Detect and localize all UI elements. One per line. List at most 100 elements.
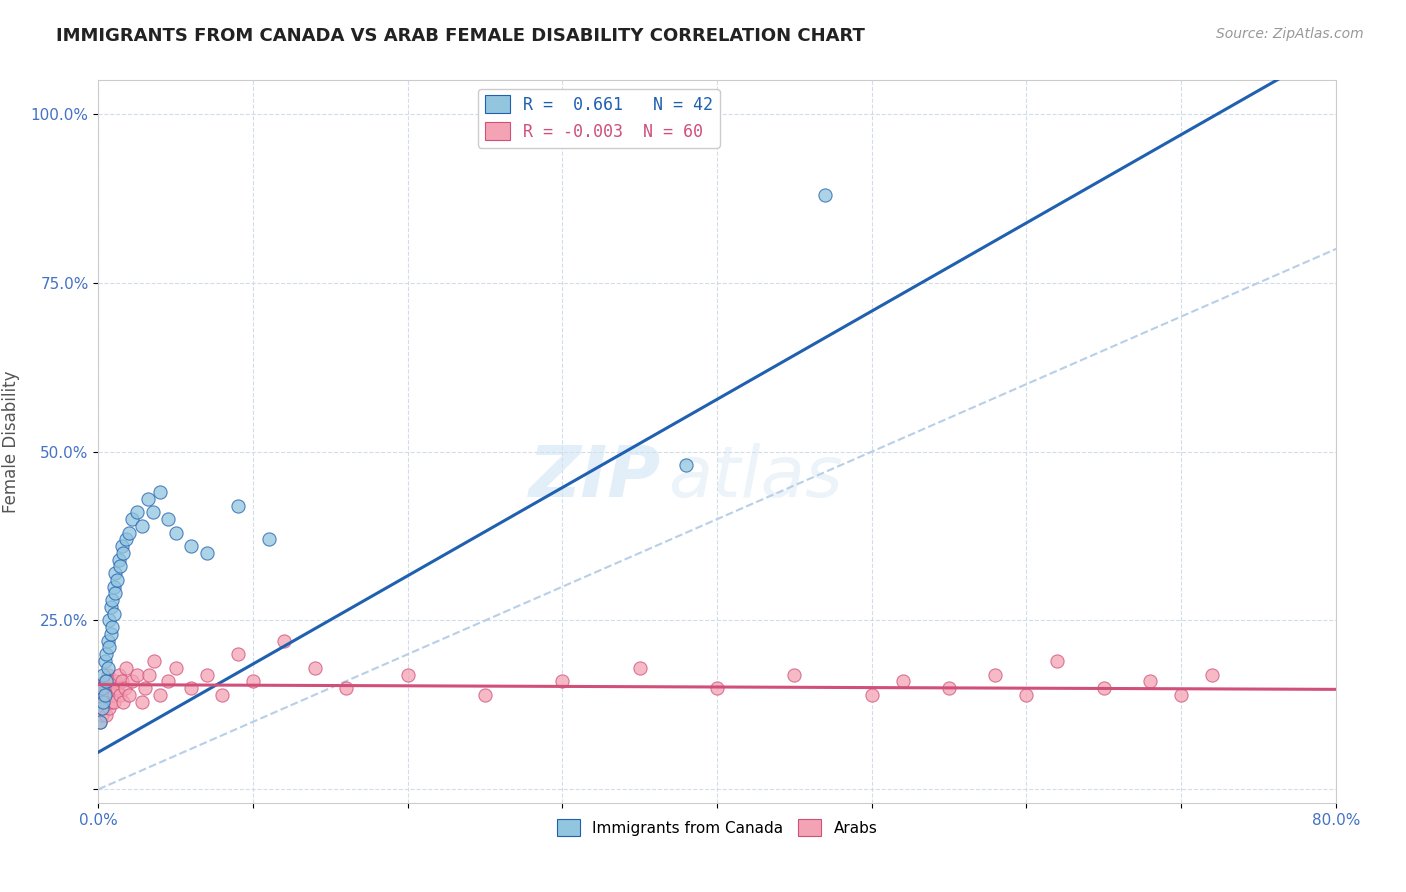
Point <box>860 688 883 702</box>
Point <box>93 674 115 689</box>
Point <box>89 714 111 729</box>
Point <box>165 525 187 540</box>
Point <box>118 688 141 702</box>
Point <box>90 681 112 695</box>
Point <box>675 458 697 472</box>
Point <box>195 546 218 560</box>
Point <box>814 188 837 202</box>
Point <box>96 674 118 689</box>
Point <box>111 539 132 553</box>
Point <box>396 667 419 681</box>
Point <box>127 667 149 681</box>
Point <box>121 512 143 526</box>
Point <box>628 661 651 675</box>
Text: atlas: atlas <box>668 443 842 512</box>
Text: ZIP: ZIP <box>529 443 661 512</box>
Point <box>93 654 115 668</box>
Point <box>104 586 127 600</box>
Point <box>121 674 143 689</box>
Point <box>706 681 728 695</box>
Point <box>474 688 496 702</box>
Point <box>90 701 112 715</box>
Point <box>97 661 120 675</box>
Point <box>103 694 125 708</box>
Point <box>195 667 218 681</box>
Point <box>91 701 114 715</box>
Point <box>98 640 121 655</box>
Point <box>1170 688 1192 702</box>
Point <box>1201 667 1223 681</box>
Point <box>108 688 131 702</box>
Point <box>131 694 153 708</box>
Point <box>304 661 326 675</box>
Point <box>101 593 124 607</box>
Y-axis label: Female Disability: Female Disability <box>1 370 20 513</box>
Point <box>1139 674 1161 689</box>
Point <box>127 505 149 519</box>
Point <box>98 614 121 628</box>
Point <box>180 539 202 553</box>
Point <box>100 599 122 614</box>
Point <box>211 688 233 702</box>
Point <box>891 674 914 689</box>
Point <box>112 694 135 708</box>
Point <box>111 674 132 689</box>
Point <box>103 580 125 594</box>
Point <box>100 627 122 641</box>
Point <box>242 674 264 689</box>
Point <box>226 499 249 513</box>
Point <box>134 681 156 695</box>
Point <box>98 701 121 715</box>
Point <box>89 714 111 729</box>
Legend: Immigrants from Canada, Arabs: Immigrants from Canada, Arabs <box>551 814 883 842</box>
Point <box>257 533 280 547</box>
Point <box>97 688 120 702</box>
Point <box>938 681 960 695</box>
Point <box>1046 654 1069 668</box>
Point <box>91 694 114 708</box>
Point <box>143 654 166 668</box>
Point <box>136 491 159 506</box>
Point <box>103 607 125 621</box>
Text: IMMIGRANTS FROM CANADA VS ARAB FEMALE DISABILITY CORRELATION CHART: IMMIGRANTS FROM CANADA VS ARAB FEMALE DI… <box>56 27 865 45</box>
Point <box>157 674 180 689</box>
Point <box>984 667 1007 681</box>
Point <box>104 674 127 689</box>
Point <box>100 694 122 708</box>
Point <box>131 519 153 533</box>
Point <box>157 512 180 526</box>
Point <box>149 688 172 702</box>
Point <box>115 661 138 675</box>
Point <box>101 620 124 634</box>
Point <box>1092 681 1115 695</box>
Point <box>90 681 112 695</box>
Point <box>108 559 131 574</box>
Point <box>97 633 120 648</box>
Text: Source: ZipAtlas.com: Source: ZipAtlas.com <box>1216 27 1364 41</box>
Point <box>335 681 357 695</box>
Point <box>96 647 118 661</box>
Point <box>273 633 295 648</box>
Point <box>783 667 806 681</box>
Point <box>118 525 141 540</box>
Point <box>96 708 118 723</box>
Point <box>101 681 124 695</box>
Point <box>91 667 114 681</box>
Point <box>112 546 135 560</box>
Point <box>97 667 120 681</box>
Point <box>90 708 112 723</box>
Point <box>115 533 138 547</box>
Point <box>107 667 129 681</box>
Point <box>107 552 129 566</box>
Point <box>93 688 115 702</box>
Point <box>104 566 127 581</box>
Point <box>114 681 136 695</box>
Point <box>551 674 574 689</box>
Point <box>93 694 115 708</box>
Point <box>103 688 125 702</box>
Point <box>165 661 187 675</box>
Point <box>180 681 202 695</box>
Point <box>105 681 128 695</box>
Point <box>91 688 114 702</box>
Point <box>1015 688 1038 702</box>
